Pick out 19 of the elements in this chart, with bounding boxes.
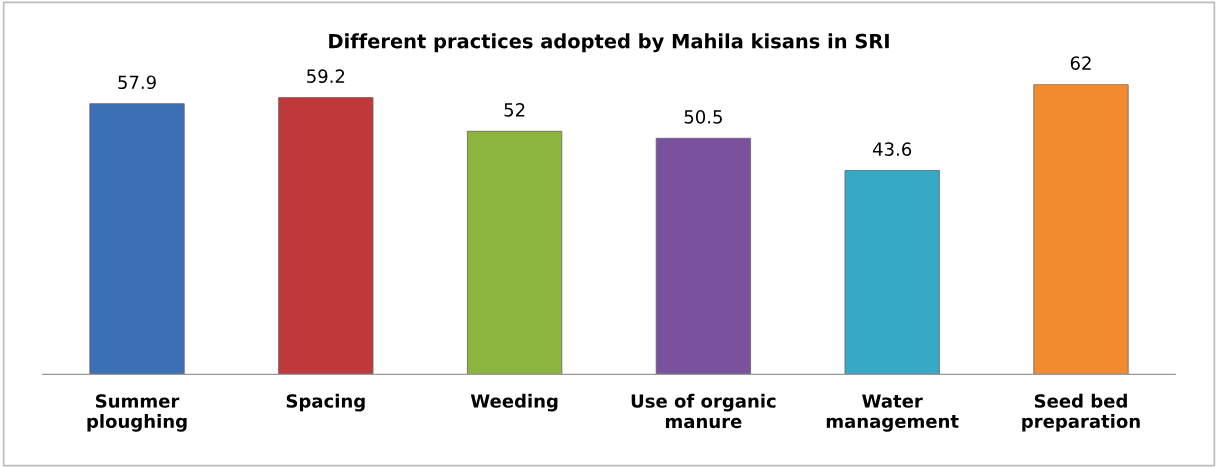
data-label: 59.2 bbox=[307, 69, 345, 84]
data-label: 50.5 bbox=[684, 110, 722, 124]
data-label: 62 bbox=[1070, 56, 1091, 70]
bar bbox=[844, 170, 940, 375]
x-tick-label: Weeding bbox=[470, 393, 558, 412]
x-tick-label: Spacing bbox=[286, 393, 365, 412]
bar bbox=[655, 137, 752, 375]
x-tick-label: Water management bbox=[826, 394, 959, 432]
data-label: 52 bbox=[504, 103, 525, 117]
x-tick-label: Seed bed preparation bbox=[1022, 393, 1140, 432]
data-label: 57.9 bbox=[118, 75, 156, 90]
data-label: 43.6 bbox=[872, 142, 912, 156]
x-tick-label: Use of organic manure bbox=[631, 393, 776, 429]
bar bbox=[89, 103, 185, 375]
bar bbox=[466, 130, 563, 375]
chart-title: Different practices adopted by Mahila kisans in SRI bbox=[329, 33, 889, 53]
bar bbox=[1033, 84, 1129, 375]
x-tick-label: Summer ploughing bbox=[87, 394, 187, 432]
bar bbox=[278, 97, 374, 375]
